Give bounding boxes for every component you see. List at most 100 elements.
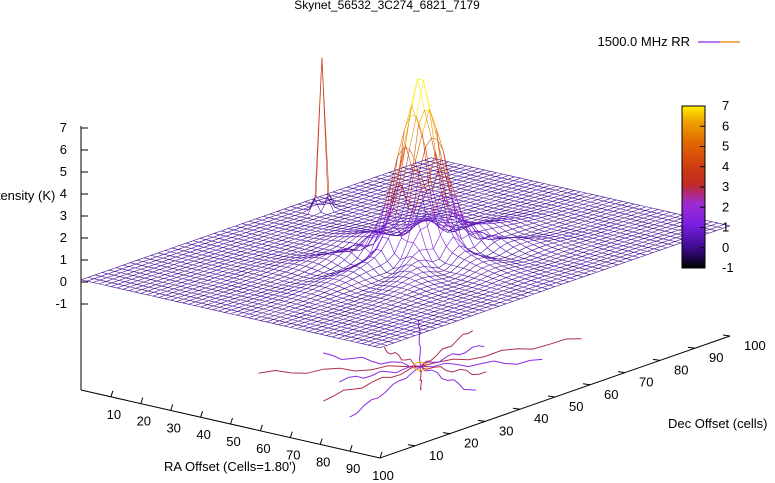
surface-segment <box>618 213 626 217</box>
surface-segment <box>155 284 162 287</box>
surface-segment <box>497 215 504 217</box>
surface-segment <box>244 281 252 285</box>
surface-segment <box>317 321 324 324</box>
surface-segment <box>568 235 575 238</box>
surface-segment <box>486 222 494 225</box>
surface-segment <box>438 169 446 197</box>
surface-segment <box>432 171 440 175</box>
surface-segment <box>348 321 356 325</box>
surface-segment <box>401 215 409 219</box>
surface-segment <box>576 230 583 233</box>
surface-segment <box>328 327 335 330</box>
surface-segment <box>134 289 142 293</box>
surface-segment <box>185 291 192 294</box>
surface-segment <box>477 193 485 197</box>
surface-segment <box>412 250 420 257</box>
surface-segment <box>335 225 343 228</box>
surface-segment <box>173 261 181 265</box>
surface-segment <box>270 281 277 284</box>
surface-segment <box>562 210 569 214</box>
surface-segment <box>656 216 663 219</box>
surface-segment <box>422 161 431 165</box>
surface-segment <box>537 185 544 188</box>
surface-segment <box>272 298 279 301</box>
surface-segment <box>567 264 574 267</box>
surface-segment <box>354 300 361 303</box>
surface-segment <box>602 250 610 254</box>
surface-segment <box>290 299 298 303</box>
surface-segment <box>391 231 398 233</box>
surface-segment <box>318 290 325 293</box>
surface-segment <box>279 221 288 225</box>
surface-segment <box>498 230 506 234</box>
surface-segment <box>535 213 543 217</box>
surface-segment <box>238 256 246 260</box>
surface-segment <box>492 209 500 212</box>
surface-segment <box>423 159 431 162</box>
surface-segment <box>320 333 327 336</box>
surface-segment <box>132 272 141 276</box>
surface-segment <box>453 219 460 229</box>
surface-segment <box>570 253 577 256</box>
surface-segment <box>337 265 344 269</box>
surface-segment <box>578 198 585 201</box>
surface-segment <box>432 195 440 199</box>
surface-segment <box>434 188 442 192</box>
surface-segment <box>327 197 336 208</box>
surface-segment <box>295 232 303 236</box>
surface-segment <box>645 207 653 211</box>
surface-segment <box>181 279 189 283</box>
surface-segment <box>400 217 408 228</box>
surface-segment <box>299 220 306 223</box>
surface-segment <box>641 223 649 227</box>
surface-segment <box>359 207 367 211</box>
surface-segment <box>284 252 291 255</box>
surface-segment <box>494 270 502 274</box>
surface-segment <box>442 304 449 307</box>
surface-segment <box>388 286 396 291</box>
surface-segment <box>434 308 442 312</box>
surface-segment <box>370 234 378 254</box>
surface-segment <box>289 207 298 211</box>
surface-segment <box>633 207 640 210</box>
surface-segment <box>355 321 362 324</box>
surface-segment <box>191 292 198 295</box>
surface-segment <box>290 324 298 328</box>
surface-segment <box>589 205 596 208</box>
surface-segment <box>333 274 341 280</box>
surface-segment <box>513 180 520 183</box>
surface-segment <box>520 294 528 297</box>
surface-segment <box>464 194 472 198</box>
surface-segment <box>300 239 307 242</box>
surface-segment <box>208 249 216 253</box>
surface-segment <box>393 177 401 180</box>
surface-segment <box>258 252 266 256</box>
surface-segment <box>238 234 245 237</box>
surface-segment <box>172 265 180 269</box>
surface-segment <box>589 203 597 207</box>
surface-segment <box>311 222 318 225</box>
surface-segment <box>502 173 509 176</box>
surface-segment <box>333 211 340 214</box>
surface-segment <box>316 324 323 327</box>
surface-segment <box>396 281 403 283</box>
surface-segment <box>261 266 268 269</box>
surface-segment <box>394 318 401 321</box>
surface-segment <box>199 238 207 240</box>
surface-segment <box>321 231 328 234</box>
surface-segment <box>394 195 402 199</box>
surface-segment <box>262 263 269 265</box>
surface-segment <box>606 234 614 238</box>
contour-line <box>417 319 421 367</box>
surface-segment <box>335 322 343 326</box>
surface-segment <box>419 171 427 192</box>
surface-segment <box>502 195 510 199</box>
surface-segment <box>594 232 602 235</box>
surface-segment <box>328 303 335 306</box>
surface-segment <box>474 205 482 208</box>
surface-segment <box>368 221 376 224</box>
surface-segment <box>529 192 536 194</box>
surface-segment <box>510 281 519 285</box>
surface-segment <box>236 314 243 317</box>
